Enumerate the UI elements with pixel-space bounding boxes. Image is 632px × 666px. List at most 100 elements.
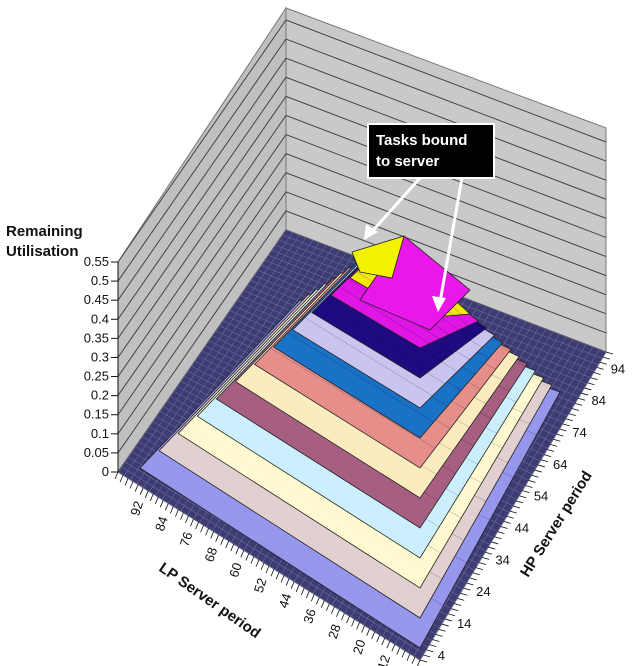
z-tick-label: 0.1 (91, 426, 109, 441)
y-tick-label: 14 (457, 616, 471, 631)
y-tick (587, 383, 594, 385)
z-tick-label: 0.2 (91, 388, 109, 403)
y-tick-label: 74 (572, 425, 586, 440)
x-tick-label: 28 (325, 622, 344, 640)
x-tick (211, 532, 214, 539)
y-tick (479, 562, 486, 564)
y-tick (569, 414, 576, 416)
x-tick (130, 481, 133, 488)
x-tick (196, 522, 199, 529)
x-tick (125, 478, 128, 485)
y-tick (603, 357, 610, 359)
x-tick (362, 626, 365, 633)
y-tick (538, 465, 545, 467)
x-tick (150, 494, 153, 501)
x-tick-label: 76 (177, 530, 196, 548)
y-tick (473, 573, 480, 575)
x-tick-label: 84 (152, 515, 171, 533)
x-tick-label: 52 (251, 576, 270, 594)
x-tick (271, 569, 274, 576)
y-tick (451, 609, 458, 611)
callout-text-line2: to server (376, 153, 440, 170)
x-tick (165, 503, 168, 510)
y-tick-label: 54 (534, 489, 548, 504)
z-tick-label: 0.15 (84, 407, 109, 422)
x-tick (206, 528, 209, 535)
x-tick (180, 513, 183, 520)
x-tick (296, 585, 299, 592)
x-axis-title: LP Server period (156, 559, 264, 642)
x-tick (407, 654, 410, 661)
z-tick-label: 0.45 (84, 292, 109, 307)
x-tick (347, 616, 350, 623)
x-tick (342, 613, 345, 620)
x-tick (276, 572, 279, 579)
x-tick (336, 610, 339, 617)
y-tick (457, 598, 464, 600)
y-tick (498, 532, 505, 534)
x-tick (145, 491, 148, 498)
y-tick (423, 655, 430, 657)
x-tick (175, 510, 178, 517)
y-tick (463, 588, 470, 590)
y-tick-label: 94 (611, 361, 625, 376)
z-axis-title-line2: Utilisation (6, 243, 79, 260)
x-tick (226, 541, 229, 548)
x-tick (256, 560, 259, 567)
x-tick (331, 607, 334, 614)
y-tick (529, 480, 536, 482)
y-tick (436, 634, 443, 636)
x-tick (301, 588, 304, 595)
x-tick (185, 516, 188, 523)
y-tick (467, 583, 474, 585)
y-tick (572, 408, 579, 410)
x-tick (236, 547, 239, 554)
x-tick (221, 538, 224, 545)
z-tick-label: 0.3 (91, 349, 109, 364)
x-tick (251, 557, 254, 564)
x-tick (402, 651, 405, 658)
x-tick (321, 600, 324, 607)
x-tick (377, 635, 380, 642)
x-tick (160, 500, 163, 507)
callout-text-line1: Tasks bound (376, 132, 467, 149)
y-tick (522, 491, 529, 493)
y-tick (553, 439, 560, 441)
z-tick-label: 0.25 (84, 369, 109, 384)
y-tick (525, 485, 532, 487)
x-tick (135, 485, 138, 492)
x-tick (316, 597, 319, 604)
y-tick (494, 537, 501, 539)
y-tick (510, 511, 517, 513)
z-tick-label: 0.4 (91, 311, 109, 326)
z-tick-label: 0.5 (91, 273, 109, 288)
x-tick-label: 36 (300, 607, 319, 625)
y-tick (485, 552, 492, 554)
y-tick-label: 4 (438, 648, 445, 663)
x-tick (170, 506, 173, 513)
y-tick (594, 373, 601, 375)
y-tick (507, 516, 514, 518)
y-tick (600, 362, 607, 364)
y-tick (560, 429, 567, 431)
x-tick (412, 657, 415, 664)
x-tick (266, 566, 269, 573)
y-tick (591, 378, 598, 380)
y-tick (432, 639, 439, 641)
y-tick (460, 593, 467, 595)
x-tick (140, 488, 143, 495)
x-tick-label: 20 (350, 638, 369, 656)
y-tick (501, 527, 508, 529)
y-tick (420, 660, 427, 662)
z-tick-label: 0 (102, 464, 109, 479)
y-tick (439, 629, 446, 631)
x-tick (352, 619, 355, 626)
x-tick (417, 660, 420, 666)
y-tick (575, 403, 582, 405)
x-tick (367, 629, 370, 636)
x-tick-label: 60 (226, 561, 245, 579)
x-tick (392, 644, 395, 651)
x-tick (201, 525, 204, 532)
y-tick (556, 434, 563, 436)
